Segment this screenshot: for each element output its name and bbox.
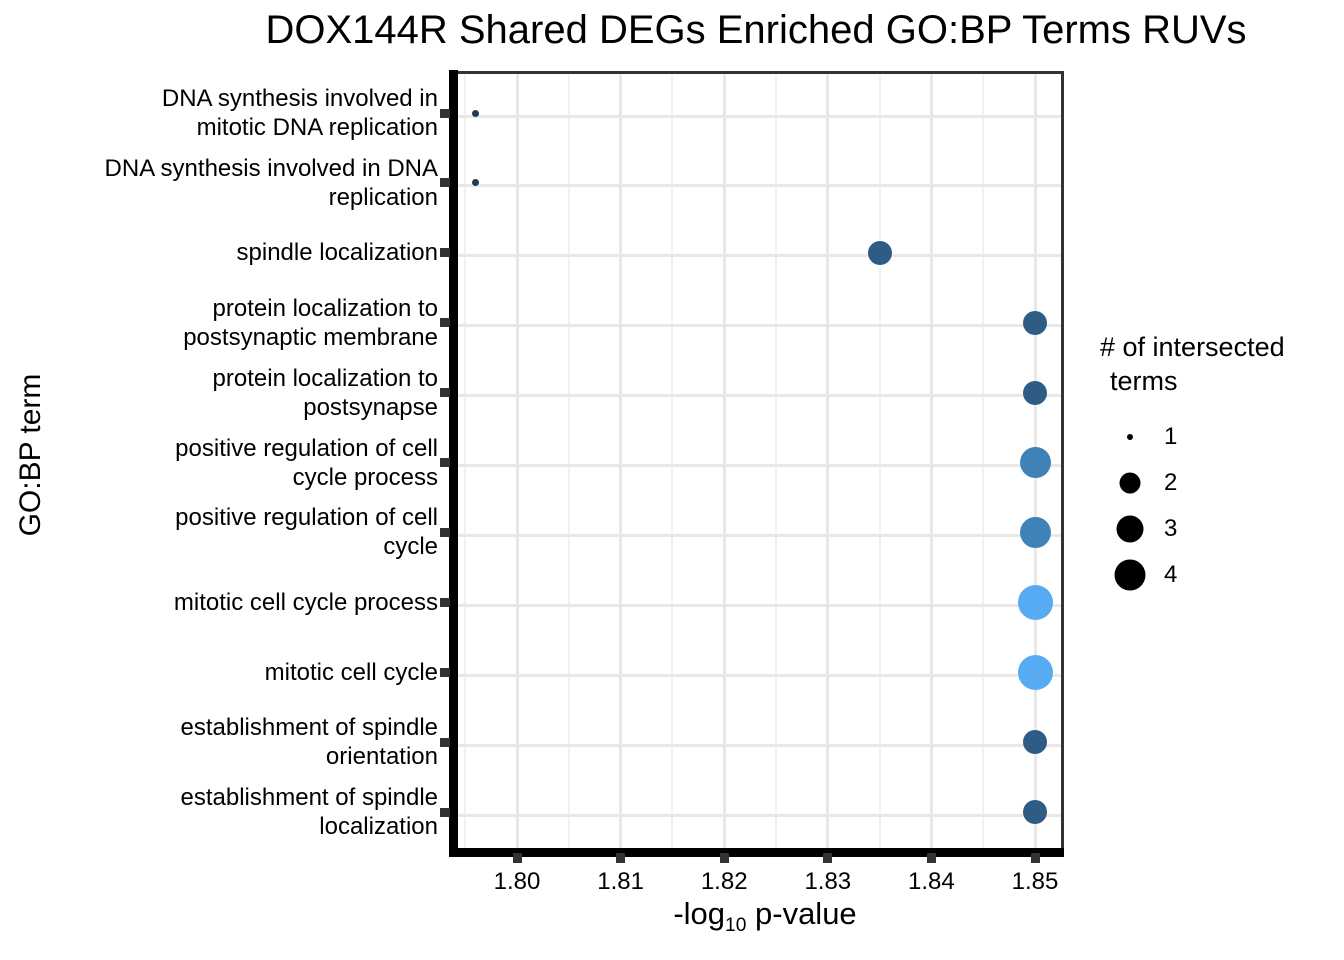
- x-axis-title-subscript: 10: [725, 915, 747, 937]
- data-point: [1017, 654, 1053, 690]
- y-category-label: spindle localization: [236, 239, 438, 267]
- legend-size-dot: [1114, 559, 1146, 591]
- legend-title: # of intersected terms: [1100, 330, 1340, 398]
- y-category-label: protein localization to postsynapse: [212, 364, 438, 421]
- legend-item: 3: [1100, 506, 1340, 552]
- legend-item: 1: [1100, 414, 1340, 460]
- size-legend: # of intersected terms 1 2 3 4: [1100, 330, 1340, 598]
- data-point: [867, 240, 892, 265]
- y-category-label: DNA synthesis involved in DNA replicatio…: [104, 154, 438, 211]
- data-point: [1017, 584, 1053, 620]
- x-tick-label: 1.83: [804, 868, 852, 895]
- row-gridline: [455, 114, 1061, 118]
- data-point: [1023, 380, 1047, 405]
- legend-size-dot: [1127, 434, 1133, 440]
- minor-gridline: [464, 74, 467, 850]
- legend-item-label: 4: [1164, 561, 1178, 588]
- y-tick-mark: [440, 527, 450, 537]
- x-tick-label: 1.81: [597, 868, 644, 895]
- legend-item: 4: [1100, 552, 1340, 598]
- x-tick-mark: [616, 853, 626, 863]
- legend-items: 1 2 3 4: [1100, 414, 1340, 598]
- y-category-label: establishment of spindle localization: [180, 784, 438, 840]
- x-tick-mark: [719, 853, 729, 863]
- major-gridline: [515, 74, 519, 850]
- row-gridline: [455, 184, 1061, 188]
- row-gridline: [455, 464, 1061, 467]
- row-gridline: [455, 533, 1061, 537]
- minor-gridline: [567, 74, 570, 850]
- major-gridline: [722, 74, 726, 850]
- major-gridline: [929, 74, 933, 850]
- y-tick-mark: [440, 667, 450, 677]
- y-axis-line: [449, 70, 458, 857]
- y-category-label: positive regulation of cell cycle proces…: [175, 434, 438, 491]
- x-tick-label: 1.80: [493, 868, 541, 895]
- x-tick-mark: [823, 853, 833, 863]
- legend-item-label: 2: [1164, 469, 1178, 496]
- legend-size-dot: [1119, 472, 1141, 494]
- y-tick-mark: [440, 388, 450, 398]
- data-point: [1019, 447, 1051, 478]
- minor-gridline: [775, 74, 777, 850]
- y-tick-mark: [440, 108, 450, 118]
- y-tick-mark: [440, 248, 450, 258]
- data-point: [472, 109, 480, 117]
- plot-panel: [455, 71, 1064, 850]
- data-point: [1019, 516, 1051, 548]
- x-tick-label: 1.85: [1011, 868, 1059, 895]
- data-point: [1023, 310, 1047, 335]
- row-gridline: [455, 673, 1061, 677]
- x-tick-mark: [1030, 853, 1040, 863]
- y-tick-mark: [440, 737, 450, 747]
- y-tick-mark: [440, 597, 450, 607]
- minor-gridline: [671, 74, 674, 850]
- row-gridline: [455, 603, 1061, 607]
- row-gridline: [455, 254, 1061, 258]
- minor-gridline: [878, 74, 881, 850]
- row-gridline: [455, 743, 1061, 747]
- y-category-label: establishment of spindle orientation: [180, 714, 438, 771]
- y-tick-mark: [440, 807, 450, 817]
- legend-item-label: 1: [1164, 423, 1178, 450]
- x-axis-title-suffix: p-value: [746, 896, 857, 931]
- chart-title: DOX144R Shared DEGs Enriched GO:BP Terms…: [265, 8, 1247, 52]
- row-gridline: [455, 324, 1061, 328]
- row-gridline: [455, 394, 1061, 398]
- y-category-label: mitotic cell cycle process: [173, 588, 438, 616]
- y-category-label: mitotic cell cycle: [264, 658, 438, 686]
- row-gridline: [455, 813, 1061, 817]
- y-tick-mark: [440, 318, 450, 328]
- legend-title-line1: # of intersected: [1100, 332, 1285, 362]
- major-gridline: [826, 74, 830, 850]
- data-point: [1023, 730, 1047, 755]
- data-point: [472, 179, 480, 187]
- x-axis-line: [449, 848, 1064, 857]
- x-tick-label: 1.84: [908, 868, 955, 895]
- x-axis-title: -log10 p-value: [673, 896, 856, 937]
- legend-size-dot: [1116, 515, 1144, 543]
- y-category-label: DNA synthesis involved in mitotic DNA re…: [161, 85, 438, 141]
- y-category-label: positive regulation of cell cycle: [175, 504, 438, 561]
- minor-gridline: [982, 74, 985, 850]
- legend-item-label: 3: [1164, 515, 1178, 542]
- major-gridline: [619, 74, 623, 850]
- x-axis-title-prefix: -log: [673, 896, 726, 931]
- y-tick-mark: [440, 178, 450, 188]
- legend-item: 2: [1100, 460, 1340, 506]
- y-category-label: protein localization to postsynaptic mem…: [183, 294, 438, 351]
- legend-title-line2: terms: [1110, 366, 1178, 396]
- x-tick-mark: [512, 853, 522, 863]
- y-tick-mark: [440, 458, 450, 467]
- data-point: [1023, 800, 1047, 824]
- x-tick-mark: [926, 853, 936, 863]
- x-tick-label: 1.82: [700, 868, 748, 895]
